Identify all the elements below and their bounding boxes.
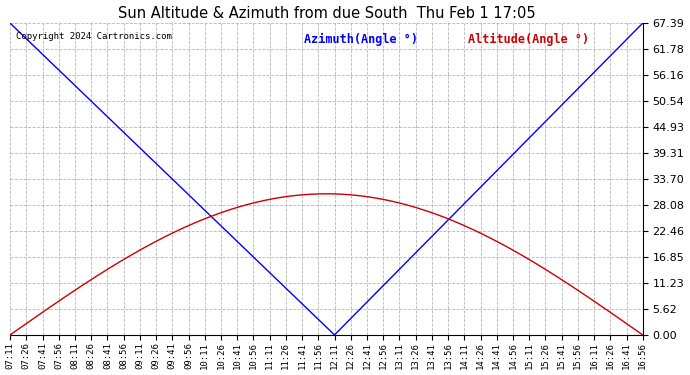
Title: Sun Altitude & Azimuth from due South  Thu Feb 1 17:05: Sun Altitude & Azimuth from due South Th… [117,6,535,21]
Text: Copyright 2024 Cartronics.com: Copyright 2024 Cartronics.com [17,33,172,42]
Text: Azimuth(Angle °): Azimuth(Angle °) [304,33,418,45]
Text: Altitude(Angle °): Altitude(Angle °) [469,33,589,45]
